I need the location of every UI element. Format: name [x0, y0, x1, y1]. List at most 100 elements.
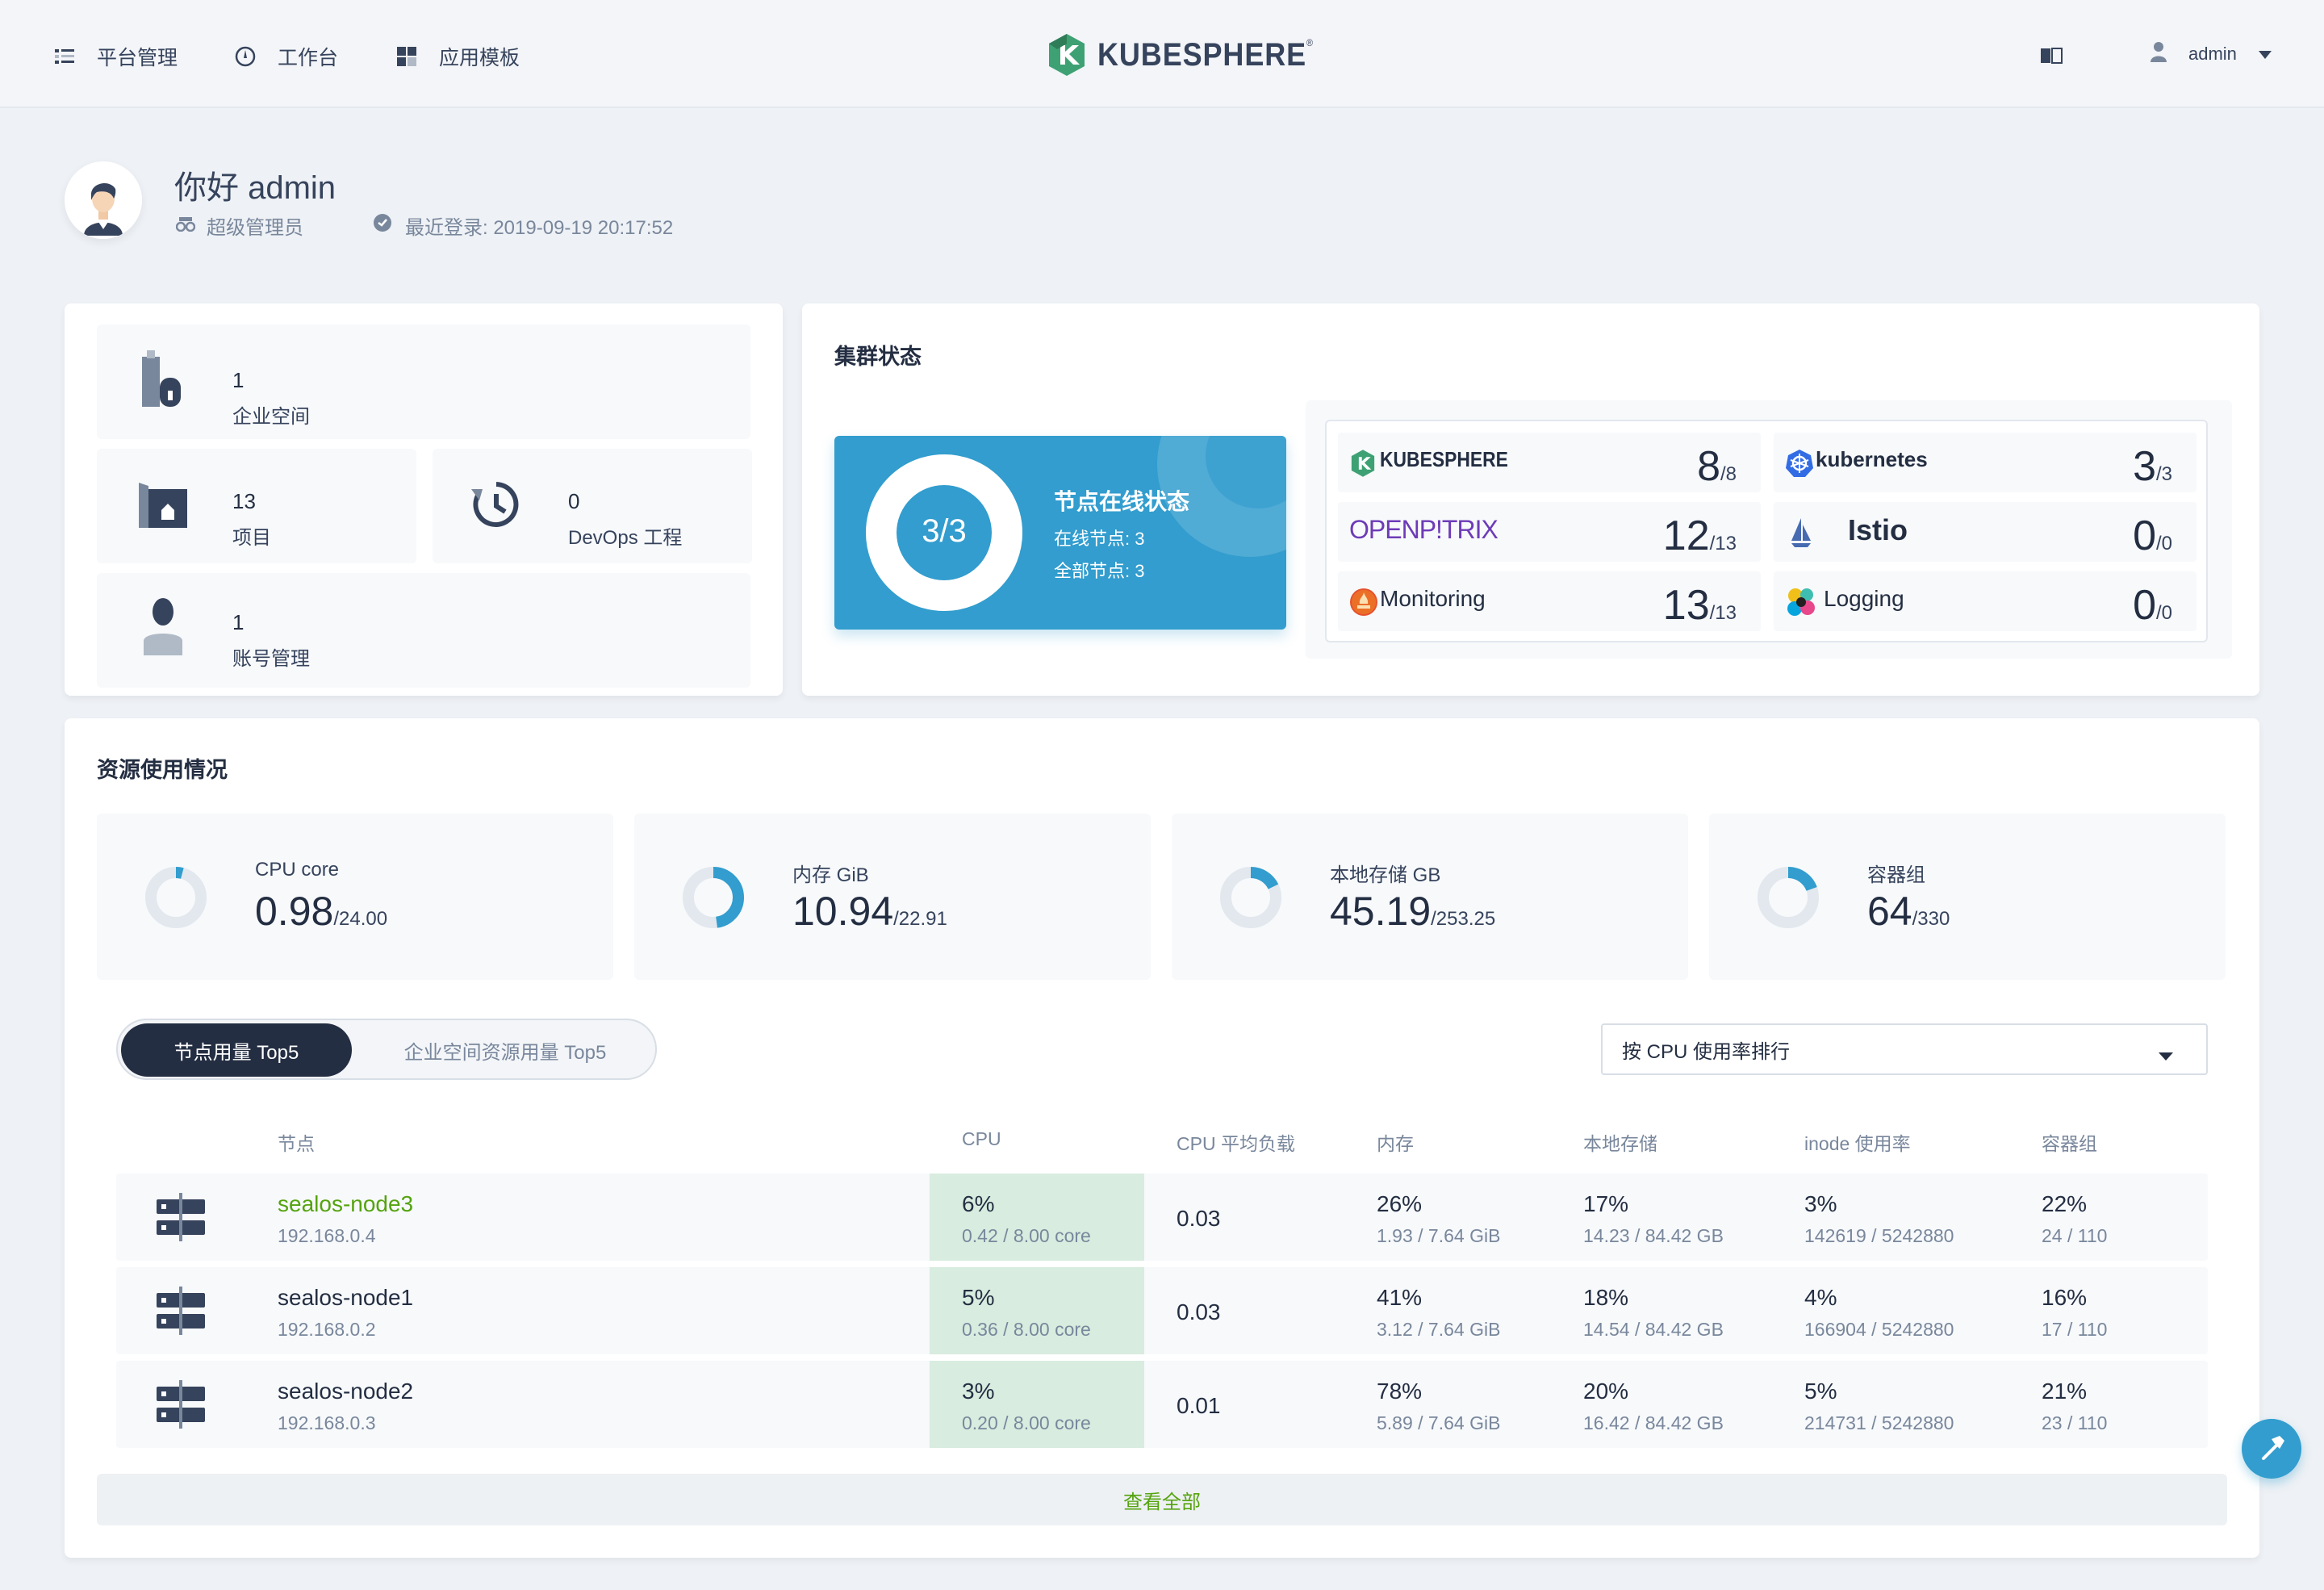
- pods-percent: 16%: [2042, 1285, 2088, 1310]
- storage-detail: 14.54 / 84.42 GB: [1583, 1319, 1724, 1340]
- component-monitoring[interactable]: Monitoring 13/13: [1338, 571, 1761, 631]
- openpitrix-logo: OPENP!TRIX: [1349, 515, 1498, 544]
- resource-value: 64/330: [1867, 889, 1950, 934]
- resource-label: CPU core: [255, 859, 340, 881]
- inode-detail: 142619 / 5242880: [1804, 1225, 1954, 1246]
- monitoring-icon: [1349, 588, 1378, 621]
- component-openpitrix[interactable]: OPENP!TRIX 12/13: [1338, 502, 1761, 562]
- col-header-memory[interactable]: 内存: [1377, 1133, 1414, 1154]
- last-login: 最近登录: 2019-09-19 20:17:52: [373, 211, 673, 240]
- resource-storage: 本地存储 GB 45.19/253.25: [1172, 814, 1688, 980]
- memory-detail: 3.12 / 7.64 GiB: [1377, 1319, 1501, 1340]
- resource-label: 容器组: [1867, 864, 1925, 886]
- node-name-link[interactable]: sealos-node3: [278, 1191, 414, 1216]
- pods-percent: 21%: [2042, 1379, 2088, 1404]
- pods-detail: 23 / 110: [2042, 1412, 2108, 1433]
- chevron-down-icon: [2258, 44, 2272, 65]
- component-istio[interactable]: Istio 0/0: [1774, 502, 2197, 562]
- component-logging[interactable]: Logging 0/0: [1774, 571, 2197, 631]
- server-icon: [155, 1193, 207, 1245]
- pods-usage-ring: [1758, 867, 1819, 928]
- top-navbar: 平台管理 工作台 应用模板 KUBESPHERE® admin: [0, 0, 2324, 108]
- col-header-load[interactable]: CPU 平均负载: [1177, 1133, 1295, 1154]
- nav-platform-management[interactable]: 平台管理: [53, 39, 178, 74]
- stat-project-label: 项目: [232, 527, 271, 549]
- cpu-detail: 0.36 / 8.00 core: [962, 1319, 1091, 1340]
- col-header-pods[interactable]: 容器组: [2042, 1133, 2097, 1154]
- logo-text: KUBESPHERE®: [1097, 36, 1314, 73]
- sort-select-value: 按 CPU 使用率排行: [1622, 1040, 1791, 1063]
- hammer-icon: [2255, 1431, 2288, 1467]
- sort-select[interactable]: 按 CPU 使用率排行: [1601, 1023, 2208, 1075]
- clock-icon: [373, 213, 392, 238]
- nav-app-templates[interactable]: 应用模板: [395, 39, 520, 74]
- resource-cpu: CPU core 0.98/24.00: [97, 814, 613, 980]
- storage-usage-ring: [1220, 867, 1281, 928]
- pods-detail: 17 / 110: [2042, 1319, 2108, 1340]
- apps-icon: [395, 45, 418, 68]
- node-name-link[interactable]: sealos-node2: [278, 1379, 414, 1404]
- node-name-link[interactable]: sealos-node1: [278, 1285, 414, 1310]
- stat-devops[interactable]: 0 DevOps 工程: [433, 449, 752, 563]
- stat-project[interactable]: 13 项目: [97, 449, 416, 563]
- istio-icon: [1790, 517, 1812, 553]
- inode-percent: 3%: [1804, 1191, 1837, 1216]
- user-icon: [2150, 40, 2167, 68]
- role-label: 超级管理员: [207, 217, 303, 239]
- cpu-highlight-cell: [930, 1361, 1144, 1448]
- view-all-button[interactable]: 查看全部: [97, 1474, 2227, 1525]
- cluster-status-title: 集群状态: [834, 345, 922, 369]
- nav-workbench[interactable]: 工作台: [234, 39, 338, 74]
- nav-workbench-label: 工作台: [278, 47, 339, 69]
- col-header-storage[interactable]: 本地存储: [1583, 1133, 1657, 1154]
- cpu-percent: 6%: [962, 1191, 995, 1216]
- components-panel: KUBESPHERE 8/8 kubernetes 3/3 OPENP!TRIX…: [1306, 400, 2232, 659]
- docs-icon[interactable]: [2040, 47, 2063, 69]
- col-header-node: 节点: [278, 1133, 315, 1154]
- component-kubesphere[interactable]: KUBESPHERE 8/8: [1338, 433, 1761, 492]
- greeting-title: 你好 admin: [174, 170, 336, 206]
- component-kubernetes[interactable]: kubernetes 3/3: [1774, 433, 2197, 492]
- stat-account[interactable]: 1 账号管理: [97, 573, 750, 688]
- node-panel-title: 节点在线状态: [1054, 489, 1190, 514]
- table-row: sealos-node2 192.168.0.3 3% 0.20 / 8.00 …: [116, 1361, 2208, 1448]
- resource-pods: 容器组 64/330: [1709, 814, 2226, 980]
- cpu-load: 0.03: [1177, 1299, 1221, 1324]
- col-header-inode[interactable]: inode 使用率: [1804, 1133, 1911, 1154]
- stat-workspace[interactable]: 1 企业空间: [97, 324, 750, 439]
- node-online-ring: [866, 454, 1022, 611]
- resource-label: 本地存储 GB: [1330, 864, 1441, 886]
- components-grid: KUBESPHERE 8/8 kubernetes 3/3 OPENP!TRIX…: [1325, 420, 2208, 642]
- list-icon: [53, 45, 76, 68]
- inode-detail: 214731 / 5242880: [1804, 1412, 1954, 1433]
- chevron-down-icon: [2158, 1044, 2174, 1067]
- stat-account-value: 1: [232, 610, 245, 634]
- inode-percent: 5%: [1804, 1379, 1837, 1404]
- stat-workspace-label: 企业空间: [232, 406, 310, 428]
- node-ip: 192.168.0.4: [278, 1225, 376, 1246]
- storage-detail: 16.42 / 84.42 GB: [1583, 1412, 1724, 1433]
- workspace-icon: [140, 350, 182, 411]
- component-name: Istio: [1848, 513, 1908, 546]
- tab-workspace-usage[interactable]: 企业空间资源用量 Top5: [403, 1041, 607, 1064]
- memory-detail: 5.89 / 7.64 GiB: [1377, 1412, 1501, 1433]
- server-icon: [155, 1287, 207, 1339]
- pods-percent: 22%: [2042, 1191, 2088, 1216]
- component-value: 0/0: [2133, 513, 2172, 559]
- component-name: Monitoring: [1380, 586, 1486, 611]
- storage-percent: 17%: [1583, 1191, 1629, 1216]
- component-value: 12/13: [1662, 513, 1737, 559]
- tab-node-usage[interactable]: 节点用量 Top5: [121, 1023, 352, 1077]
- stat-devops-value: 0: [568, 489, 580, 513]
- col-header-cpu[interactable]: CPU: [962, 1128, 1001, 1149]
- kubesphere-logo[interactable]: KUBESPHERE®: [1046, 31, 1338, 79]
- cpu-load: 0.01: [1177, 1393, 1221, 1418]
- cpu-usage-ring: [145, 867, 207, 928]
- resource-usage-title: 资源使用情况: [97, 758, 228, 782]
- user-menu[interactable]: admin: [2150, 40, 2272, 68]
- pods-detail: 24 / 110: [2042, 1225, 2108, 1246]
- node-status-panel[interactable]: 3/3 节点在线状态 在线节点: 3 全部节点: 3: [834, 436, 1286, 630]
- toolbox-button[interactable]: [2242, 1419, 2301, 1479]
- resource-value: 45.19/253.25: [1330, 889, 1496, 934]
- avatar: [65, 161, 142, 239]
